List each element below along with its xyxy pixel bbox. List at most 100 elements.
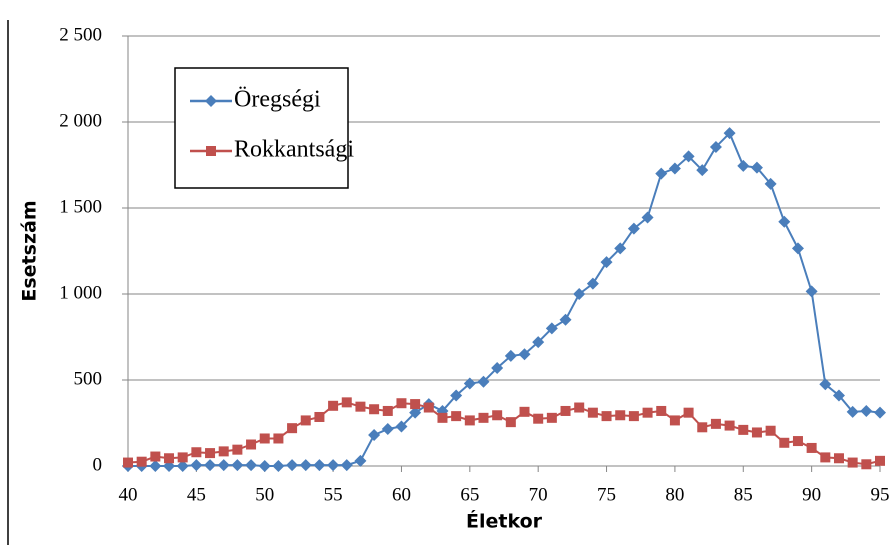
data-point	[642, 407, 653, 418]
data-point	[737, 159, 750, 172]
data-point	[614, 242, 627, 255]
y-tick-label: 2 500	[59, 24, 102, 45]
data-point	[615, 410, 626, 421]
data-point	[533, 413, 544, 424]
data-point	[627, 222, 640, 235]
legend-label: Öregségi	[234, 87, 321, 113]
data-point	[874, 406, 886, 419]
y-tick-label: 1 500	[59, 196, 102, 217]
x-tick-label: 65	[460, 484, 479, 505]
data-point	[164, 453, 175, 464]
y-tick-label: 500	[74, 368, 103, 389]
data-point	[738, 424, 749, 435]
data-point	[299, 459, 312, 472]
data-point	[860, 404, 873, 417]
data-point	[205, 448, 216, 459]
data-point	[792, 436, 803, 447]
data-point	[697, 422, 708, 433]
data-point	[150, 451, 161, 462]
x-tick-label: 60	[392, 484, 411, 505]
data-point	[710, 418, 721, 429]
data-point	[478, 412, 489, 423]
data-point	[369, 404, 380, 415]
data-point	[832, 389, 845, 402]
data-point	[751, 427, 762, 438]
data-point	[437, 412, 448, 423]
data-point	[628, 411, 639, 422]
data-point	[709, 140, 722, 153]
data-point	[504, 349, 517, 362]
data-point	[355, 401, 366, 412]
data-point	[696, 164, 709, 177]
data-point	[559, 313, 572, 326]
data-point	[395, 420, 408, 433]
legend-box	[174, 67, 349, 189]
y-tick-label: 1 000	[59, 282, 102, 303]
data-point	[313, 459, 326, 472]
data-point	[545, 322, 558, 335]
data-point	[477, 375, 490, 388]
data-point	[382, 405, 393, 416]
data-point	[573, 288, 586, 300]
data-point	[765, 425, 776, 436]
data-point	[450, 389, 463, 402]
data-point	[273, 433, 284, 444]
data-point	[601, 411, 612, 422]
x-tick-label: 95	[871, 484, 890, 505]
data-point	[190, 459, 203, 472]
x-tick-label: 40	[119, 484, 138, 505]
data-point	[258, 460, 271, 472]
data-point	[778, 215, 791, 228]
data-point	[683, 407, 694, 418]
x-tick-label: 70	[529, 484, 548, 505]
data-point	[491, 361, 504, 374]
data-point	[259, 433, 270, 444]
legend-label: Rokkantsági	[234, 137, 354, 163]
data-point	[328, 400, 339, 411]
data-point	[586, 277, 599, 290]
data-point	[724, 420, 735, 431]
x-tick-label: 55	[324, 484, 343, 505]
data-point	[791, 242, 804, 255]
data-point	[668, 162, 681, 175]
legend: Öregségi Rokkantsági	[174, 67, 354, 189]
data-point	[149, 460, 162, 472]
data-point	[287, 423, 298, 434]
data-point	[833, 453, 844, 464]
data-point	[587, 407, 598, 418]
data-point	[464, 415, 475, 426]
data-point	[314, 411, 325, 422]
data-point	[750, 161, 763, 174]
data-point	[806, 442, 817, 453]
x-tick-label: 90	[802, 484, 821, 505]
data-point	[354, 454, 367, 467]
data-point	[861, 459, 872, 470]
data-point	[272, 460, 285, 472]
data-point	[381, 423, 394, 436]
data-point	[505, 417, 516, 428]
data-point	[875, 455, 885, 466]
data-point	[191, 447, 202, 458]
data-point	[423, 402, 434, 413]
y-tick-label: 2 000	[59, 110, 102, 131]
data-point	[820, 452, 831, 463]
data-point	[396, 398, 407, 409]
x-axis-label: Életkor	[466, 510, 543, 533]
x-tick-label: 45	[187, 484, 206, 505]
data-point	[463, 377, 476, 390]
data-point	[231, 459, 244, 472]
data-point	[532, 336, 545, 349]
x-tick-label: 75	[597, 484, 616, 505]
data-point	[600, 256, 613, 269]
data-point	[218, 446, 229, 457]
data-point	[805, 285, 818, 298]
data-point	[410, 399, 421, 410]
data-point	[574, 402, 585, 413]
data-point	[327, 459, 340, 472]
data-point	[246, 439, 257, 450]
x-tick-label: 80	[665, 484, 684, 505]
data-point	[819, 378, 832, 391]
data-point	[340, 459, 353, 472]
data-point	[519, 406, 530, 417]
